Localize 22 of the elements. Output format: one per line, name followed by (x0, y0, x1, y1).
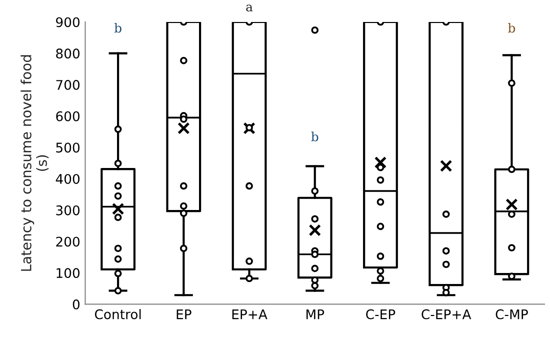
x-tick-label: C-MP (496, 309, 528, 320)
y-tick-label: 300 (56, 205, 80, 216)
y-tick-label: 200 (56, 236, 80, 247)
x-tick-label: C-EP (366, 309, 396, 320)
x-tick-label: MP (306, 309, 324, 320)
y-tick-label: 600 (56, 111, 80, 122)
y-tick-label: 500 (56, 142, 80, 153)
y-tick-label: 0 (72, 299, 80, 310)
y-axis-title: Latency to consume novel food (s) (20, 55, 49, 271)
y-tick-label: 700 (56, 80, 80, 90)
text: a (246, 4, 253, 12)
x-tick-label: EP+A (232, 309, 268, 320)
x-tick-label: Control (94, 309, 141, 320)
x-tick-label: C-EP+A (422, 309, 472, 320)
annotation: b (508, 22, 516, 33)
x-tick-label: EP (176, 309, 192, 320)
y-tick-label: 100 (56, 268, 80, 278)
y-tick-label: 800 (56, 48, 80, 59)
y-tick-label: 400 (56, 174, 80, 184)
annotation: b (311, 132, 318, 142)
y-tick-label: 900 (56, 17, 80, 28)
annotation: b (114, 22, 122, 33)
